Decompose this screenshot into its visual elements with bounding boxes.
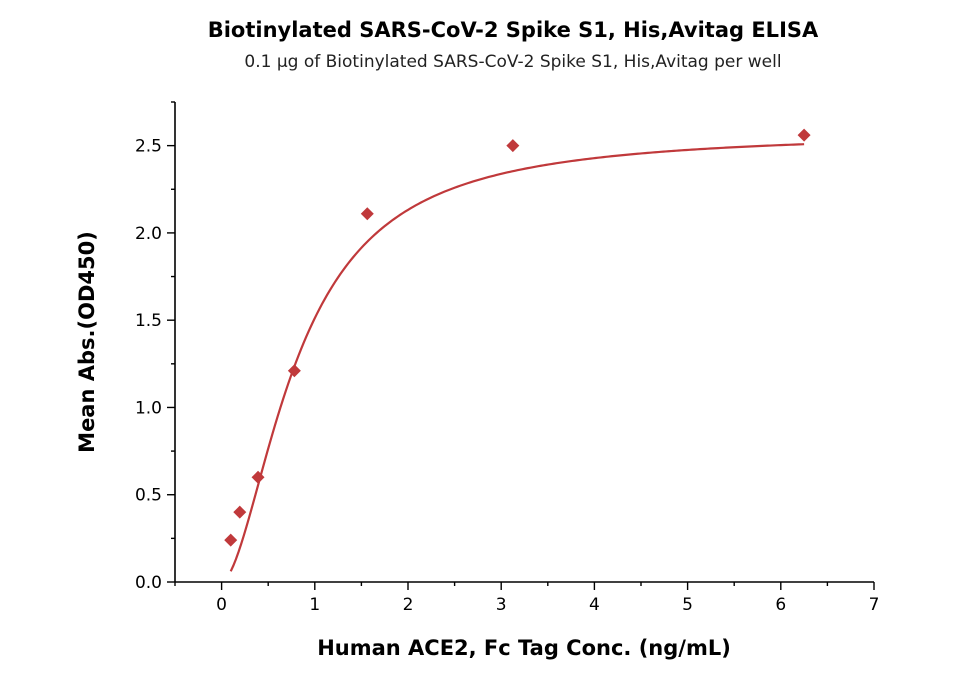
y-axis-title: Mean Abs.(OD450)	[75, 231, 99, 453]
y-tick-label: 1.5	[135, 311, 162, 331]
y-tick-label: 2.0	[135, 224, 162, 244]
chart-subtitle: 0.1 μg of Biotinylated SARS-CoV-2 Spike …	[244, 52, 781, 72]
data-point	[287, 364, 301, 378]
y-tick-label: 0.0	[135, 573, 162, 593]
data-point	[360, 207, 374, 221]
x-tick-label: 4	[589, 595, 600, 615]
data-point	[251, 470, 265, 484]
y-tick-label: 0.5	[135, 486, 162, 506]
y-axis-ticks: 0.0 0.5 1.0 1.5 2.0 2.5	[135, 101, 175, 593]
x-tick-label: 2	[403, 595, 414, 615]
x-axis-ticks: 0 1 2 3 4 5 6 7	[174, 582, 880, 615]
data-point	[506, 139, 520, 153]
x-tick-label: 3	[496, 595, 507, 615]
x-axis-title: Human ACE2, Fc Tag Conc. (ng/mL)	[317, 636, 731, 660]
x-tick-label: 1	[309, 595, 320, 615]
x-tick-label: 6	[775, 595, 786, 615]
data-point	[797, 128, 811, 142]
y-tick-label: 2.5	[135, 137, 162, 157]
data-point	[224, 533, 238, 547]
x-tick-label: 7	[869, 595, 880, 615]
fit-curve-line	[229, 143, 805, 572]
plot-area: 0.0 0.5 1.0 1.5 2.0 2.5 0 1 2 3 4 5 6 7	[135, 101, 880, 615]
x-tick-label: 0	[216, 595, 227, 615]
data-point	[233, 505, 247, 519]
x-tick-label: 5	[682, 595, 693, 615]
chart-title: Biotinylated SARS-CoV-2 Spike S1, His,Av…	[208, 18, 819, 42]
y-tick-label: 1.0	[135, 398, 162, 418]
data-points	[224, 128, 811, 547]
